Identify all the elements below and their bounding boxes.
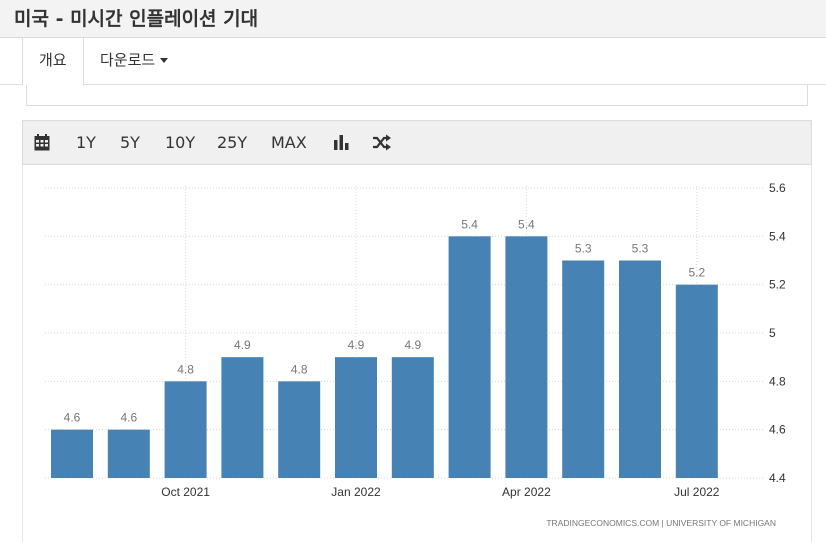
- bar: [164, 381, 207, 478]
- title-bar: 미국 - 미시간 인플레이션 기대: [0, 0, 826, 38]
- data-label: 4.6: [64, 411, 81, 425]
- bar: [448, 236, 491, 478]
- data-label: 4.6: [120, 411, 137, 425]
- bar: [505, 236, 548, 478]
- range-5y-button[interactable]: 5Y: [120, 133, 140, 152]
- x-tick-label: Apr 2022: [502, 485, 551, 499]
- tab-overview-label: 개요: [39, 51, 67, 69]
- bar: [335, 357, 377, 478]
- bar: [675, 284, 718, 478]
- range-max-button[interactable]: MAX: [271, 133, 307, 152]
- y-tick-label: 5.6: [769, 181, 786, 195]
- y-tick-label: 4.6: [769, 423, 786, 437]
- x-tick-label: Jul 2022: [674, 485, 720, 499]
- data-label: 4.9: [234, 338, 251, 352]
- range-25y-button[interactable]: 25Y: [217, 133, 248, 152]
- range-1y-button[interactable]: 1Y: [76, 133, 96, 152]
- bar: [619, 260, 661, 478]
- overview-panel-edge: [26, 85, 808, 106]
- bar-chart: 4.4 4.6 4.8 5 5.2 5.4 5.6 4.6 4.6 4.8 4.9 4.8 4.9 4.9…: [45, 181, 786, 528]
- tab-download-label: 다운로드: [100, 51, 156, 69]
- page-title: 미국 - 미시간 인플레이션 기대: [14, 8, 259, 30]
- data-label: 4.9: [348, 338, 365, 352]
- data-label: 4.9: [404, 338, 421, 352]
- tab-bar: 개요 다운로드: [0, 38, 826, 86]
- x-tick-label: Oct 2021: [161, 485, 210, 499]
- tab-download[interactable]: 다운로드: [84, 38, 184, 85]
- bar: [278, 381, 321, 478]
- chart-container: 4.4 4.6 4.8 5 5.2 5.4 5.6 4.6 4.6 4.8 4.9 4.8 4.9 4.9…: [22, 165, 812, 542]
- y-tick-label: 5.2: [769, 278, 786, 292]
- tab-overview[interactable]: 개요: [22, 38, 84, 86]
- bar: [51, 429, 93, 478]
- y-tick-label: 4.4: [769, 471, 786, 485]
- data-label: 4.8: [177, 362, 194, 376]
- data-label: 5.2: [688, 266, 705, 280]
- x-tick-label: Jan 2022: [331, 485, 381, 499]
- bar: [562, 260, 605, 478]
- data-label: 5.3: [575, 242, 592, 256]
- y-tick-label: 5: [769, 326, 776, 340]
- bar: [107, 429, 150, 478]
- source-credit: TRADINGECONOMICS.COM | UNIVERSITY OF MIC…: [546, 518, 776, 528]
- bar: [391, 357, 434, 478]
- data-label: 5.4: [461, 217, 478, 231]
- calendar-icon[interactable]: [34, 134, 50, 152]
- chart-toolbar: 1Y 5Y 10Y 25Y MAX: [22, 120, 812, 165]
- y-tick-label: 4.8: [769, 374, 786, 388]
- data-label: 5.3: [632, 242, 649, 256]
- bar-chart-icon[interactable]: [333, 134, 350, 152]
- y-tick-label: 5.4: [769, 229, 786, 243]
- data-label: 5.4: [518, 217, 535, 231]
- range-10y-button[interactable]: 10Y: [165, 133, 196, 152]
- bar: [221, 357, 264, 478]
- shuffle-icon[interactable]: [372, 134, 392, 152]
- caret-down-icon: [160, 58, 169, 63]
- data-label: 4.8: [291, 362, 308, 376]
